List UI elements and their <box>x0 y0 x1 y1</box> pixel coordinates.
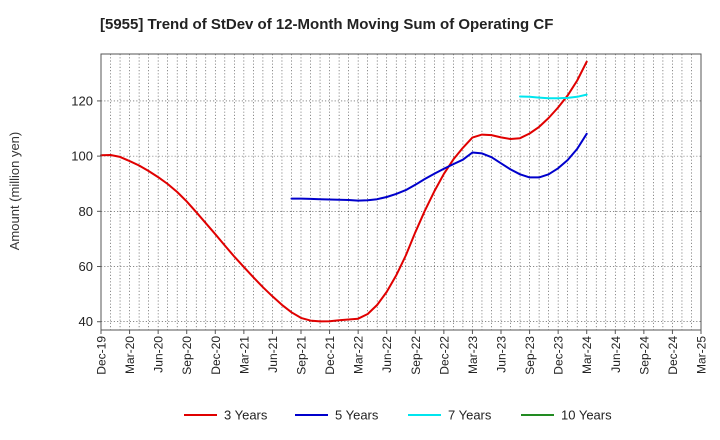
series-line-5-years <box>290 132 588 202</box>
x-tick-label: Mar-20 <box>123 336 137 374</box>
x-tick-label: Mar-25 <box>695 336 709 374</box>
x-tick-label: Jun-22 <box>380 336 394 373</box>
x-tick-label: Dec-24 <box>666 336 680 375</box>
x-tick-label: Dec-23 <box>552 336 566 375</box>
plot-frame <box>100 53 702 331</box>
x-tick-label: Dec-19 <box>95 336 109 375</box>
grid <box>100 54 702 330</box>
x-tick-label: Dec-21 <box>323 336 337 375</box>
x-tick-label: Sep-21 <box>295 336 309 375</box>
y-tick-label: 60 <box>79 259 93 274</box>
x-tick-label: Jun-21 <box>266 336 280 373</box>
x-tick-label: Mar-21 <box>237 336 251 374</box>
legend-label: 10 Years <box>561 408 612 423</box>
x-tick-label: Dec-22 <box>437 336 451 375</box>
legend-label: 5 Years <box>335 408 379 423</box>
y-tick-label: 40 <box>79 314 93 329</box>
legend: 3 Years 5 Years 7 Years 10 Years <box>184 408 612 423</box>
y-tick-label: 80 <box>79 204 93 219</box>
x-tick-label: Dec-20 <box>209 336 223 375</box>
x-tick-label: Sep-22 <box>409 336 423 375</box>
legend-label: 7 Years <box>448 408 492 423</box>
y-tick-label: 120 <box>71 93 93 108</box>
x-tick-label: Mar-22 <box>352 336 366 374</box>
x-tick-label: Jun-20 <box>152 336 166 373</box>
chart-title: [5955] Trend of StDev of 12-Month Moving… <box>100 16 553 33</box>
series-lines <box>100 60 588 323</box>
y-axis-label: Amount (million yen) <box>7 132 22 251</box>
legend-label: 3 Years <box>224 408 268 423</box>
x-tick-labels: Dec-19 Mar-20 Jun-20 Sep-20 Dec-20 Mar-21 Jun-… <box>95 330 709 375</box>
y-tick-label: 100 <box>71 149 93 164</box>
x-tick-label: Jun-23 <box>495 336 509 373</box>
series-line-7-years <box>519 93 588 100</box>
x-tick-label: Mar-24 <box>580 336 594 374</box>
y-tick-labels: 40 60 80 100 120 <box>71 93 101 329</box>
x-tick-label: Sep-24 <box>637 336 651 375</box>
x-tick-label: Mar-23 <box>466 336 480 374</box>
series-line-3-years <box>100 60 588 323</box>
x-tick-label: Jun-24 <box>609 336 623 373</box>
x-tick-label: Sep-23 <box>523 336 537 375</box>
x-tick-label: Sep-20 <box>180 336 194 375</box>
